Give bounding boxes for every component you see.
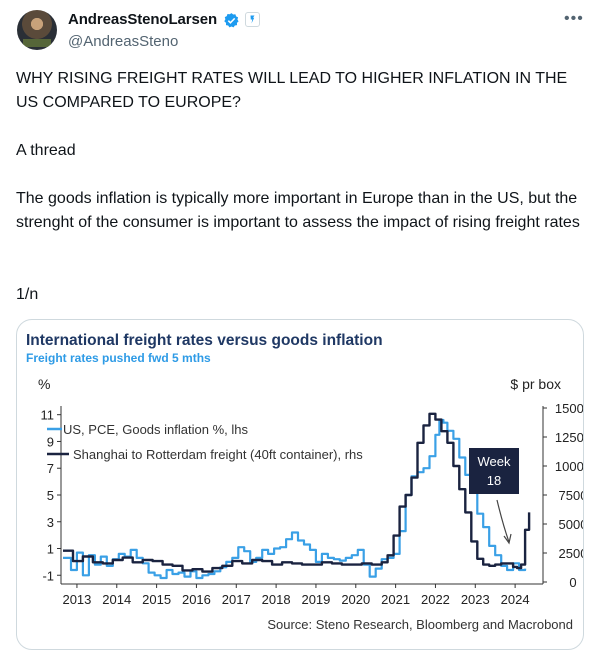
left-tick-label: 1 <box>47 542 54 557</box>
series-line-shanghai-rotterdam-freight <box>63 412 531 573</box>
right-axis-unit: $ pr box <box>510 376 561 392</box>
chart-legend: US, PCE, Goods inflation %, lhs Shanghai… <box>47 422 363 462</box>
more-options-icon[interactable]: ••• <box>564 10 584 27</box>
x-tick-label: 2013 <box>62 592 91 607</box>
tweet-counter: 1/n <box>16 286 39 303</box>
x-tick-label: 2018 <box>262 592 291 607</box>
user-handle[interactable]: @AndreasSteno <box>68 33 179 50</box>
x-tick-label: 2015 <box>142 592 171 607</box>
x-tick-label: 2022 <box>421 592 450 607</box>
tweet-headline: WHY RISING FREIGHT RATES WILL LEAD TO HI… <box>16 70 568 111</box>
annotation-box <box>469 448 519 494</box>
x-tick-label: 2021 <box>381 592 410 607</box>
annotation-arrow-head <box>503 533 512 545</box>
x-tick-label: 2019 <box>301 592 330 607</box>
right-tick-label: 15000 <box>555 401 583 416</box>
tweet-media-chart[interactable]: International freight rates versus goods… <box>16 319 584 650</box>
left-tick-label: 7 <box>47 461 54 476</box>
right-tick-label: 5000 <box>559 517 583 532</box>
x-tick-label: 2023 <box>461 592 490 607</box>
annotation-line2: 18 <box>487 473 501 488</box>
chart-svg: International freight rates versus goods… <box>26 332 583 632</box>
avatar[interactable] <box>17 10 57 50</box>
affiliate-badge-icon[interactable] <box>245 12 260 27</box>
series-line-us-pce-goods <box>63 418 527 580</box>
x-tick-label: 2016 <box>182 592 211 607</box>
tweet-body: The goods inflation is typically more im… <box>16 190 580 231</box>
week-annotation: Week 18 <box>469 448 519 545</box>
left-tick-label: -1 <box>42 568 54 583</box>
left-tick-label: 11 <box>41 408 55 423</box>
legend-label-us: US, PCE, Goods inflation %, lhs <box>63 422 248 437</box>
right-tick-label: 12500 <box>555 430 583 445</box>
verified-badge-icon <box>224 13 239 28</box>
chart-title: International freight rates versus goods… <box>26 332 383 349</box>
chart-source: Source: Steno Research, Bloomberg and Ma… <box>267 617 573 632</box>
chart-subtitle: Freight rates pushed fwd 5 mths <box>26 351 211 365</box>
left-tick-label: 9 <box>47 434 54 449</box>
right-tick-label: 10000 <box>555 459 583 474</box>
left-axis-unit: % <box>38 376 50 392</box>
legend-label-freight: Shanghai to Rotterdam freight (40ft cont… <box>73 447 363 462</box>
annotation-line1: Week <box>478 454 511 469</box>
display-name[interactable]: AndreasStenoLarsen <box>68 11 218 28</box>
left-tick-label: 3 <box>47 515 54 530</box>
affiliate-logo-icon <box>250 15 255 24</box>
annotation-arrow <box>496 499 510 543</box>
tweet-thread-label: A thread <box>16 142 76 159</box>
x-tick-label: 2024 <box>501 592 530 607</box>
right-tick-label: 0 <box>569 575 576 590</box>
x-tick-label: 2020 <box>341 592 370 607</box>
x-tick-label: 2017 <box>222 592 251 607</box>
right-tick-label: 7500 <box>559 488 583 503</box>
x-tick-label: 2014 <box>102 592 131 607</box>
left-tick-label: 5 <box>47 488 54 503</box>
